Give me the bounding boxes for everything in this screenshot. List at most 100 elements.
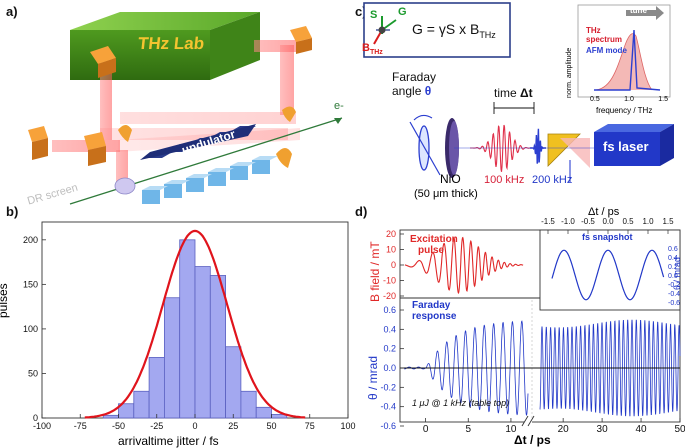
histogram-xtick-label: 25 — [228, 421, 238, 431]
snapshot-ytick-label: -0.6 — [668, 300, 680, 307]
histogram-xtick-label: -25 — [150, 421, 163, 431]
inset-xtick: 1.5 — [658, 96, 668, 103]
top-xtick-label: 0.5 — [622, 217, 634, 226]
time-symbol: Δt — [520, 86, 533, 100]
faraday-response-line1: Faraday — [412, 300, 451, 311]
top-xtick-label: 1.0 — [642, 217, 654, 226]
faraday-response-label: Faraday response — [412, 300, 456, 322]
panel-d-label: d) — [355, 204, 368, 219]
theta-ytick-label: 0.2 — [383, 344, 396, 354]
theta-ytick-label: 0.4 — [383, 324, 396, 334]
bfield-ytick-label: 20 — [386, 229, 396, 239]
electron-label: e- — [334, 100, 344, 112]
bottom-xtick-label: 50 — [674, 424, 685, 435]
faraday-theta: θ — [424, 84, 432, 98]
bfield-ytick-label: -10 — [383, 276, 396, 286]
faraday-label-line2: angle — [392, 84, 422, 98]
bottom-xtick-label: 30 — [597, 424, 609, 435]
equation-text: G = γS x BTHz — [412, 21, 496, 40]
bfield-trace — [404, 236, 524, 295]
snapshot-ytick-label: 0.4 — [668, 255, 678, 262]
inset-xlabel: frequency / THz — [596, 106, 653, 115]
rep-100-label: 100 kHz — [484, 174, 525, 186]
histogram-ytick-label: 150 — [23, 279, 38, 289]
panel-b-label: b) — [6, 204, 19, 219]
inset-xticks: 0.5 1.0 1.5 — [590, 96, 668, 103]
axis-break — [521, 300, 535, 428]
top-xtick-label: -1.0 — [561, 217, 575, 226]
bottom-xlabel: Δt / ps — [514, 433, 551, 447]
top-xtick-label: -0.5 — [581, 217, 595, 226]
histogram-xtick-label: 0 — [192, 421, 197, 431]
top-xlabel: Δt / ps — [588, 206, 620, 218]
snapshot-ytick-label: 0.2 — [668, 264, 678, 271]
histogram-bar — [255, 406, 272, 419]
histogram-ytick-label: 50 — [28, 368, 38, 378]
histogram-ytick-label: 200 — [23, 235, 38, 245]
histogram-bars — [102, 239, 288, 419]
top-xtick-label: 0.0 — [602, 217, 614, 226]
bottom-xtick-label: 5 — [465, 424, 471, 435]
histogram-xtick-label: -75 — [74, 421, 87, 431]
faraday-response-line2: response — [412, 311, 457, 322]
rep-200-label: 200 kHz — [532, 174, 573, 186]
nio-thickness-label: (50 μm thick) — [414, 188, 478, 200]
histogram-xtick-label: 75 — [305, 421, 315, 431]
snapshot-ytick-label: -0.4 — [668, 291, 680, 298]
snapshot-label: fs snapshot — [582, 232, 633, 242]
bfield-ytick-label: 0 — [391, 260, 396, 270]
panel-a-label: a) — [6, 4, 18, 19]
energy-note: 1 μJ @ 1 kHz (table top) — [412, 398, 510, 408]
bottom-xtick-label: 40 — [635, 424, 647, 435]
histogram-xtick-label: 50 — [266, 421, 276, 431]
top-xtick-label: -1.5 — [541, 217, 555, 226]
snapshot-ylabel: θ / mrad — [672, 256, 682, 290]
spin-g-label: G — [398, 6, 407, 18]
inset-thz-line1: THz — [586, 26, 601, 35]
bfield-ylabel: B field / mT — [368, 241, 382, 302]
spin-b-main: B — [362, 42, 370, 54]
faraday-label-line1: Faraday — [392, 70, 437, 84]
histogram-bar — [240, 390, 257, 419]
panel-d-ticks: 20 10 0 -10 -20 -1.5 -1.0 -0.5 0.0 0.5 1.0 1.5 0.6 0.… — [380, 217, 685, 435]
snapshot-ytick-label: 0.0 — [668, 273, 678, 280]
bfield-ytick-label: 10 — [386, 245, 396, 255]
theta-ytick-label: -0.6 — [380, 421, 396, 431]
theta-ytick-label: 0.0 — [383, 363, 396, 373]
bottom-xtick-label: 10 — [505, 424, 517, 435]
faraday-angle-label: Faraday angle θ — [392, 70, 436, 98]
histogram-xtick-label: 100 — [340, 421, 355, 431]
excitation-line2: pulse — [418, 245, 445, 256]
theta-ytick-label: -0.4 — [380, 402, 396, 412]
snapshot-ytick-label: -0.2 — [668, 282, 680, 289]
excitation-label: Excitation pulse — [410, 234, 458, 256]
bfield-ytick-label: -20 — [383, 291, 396, 301]
spin-b-sub: THz — [369, 49, 383, 57]
theta-ytick-label: 0.6 — [383, 305, 396, 315]
nio-label: NiO — [440, 172, 461, 186]
time-word: time — [494, 86, 517, 100]
excitation-line1: Excitation — [410, 234, 458, 245]
equation-subscript: THz — [479, 29, 496, 40]
inset-tune-label: tune — [630, 6, 647, 15]
theta-ylabel: θ / mrad — [366, 355, 380, 400]
inset-afm-label: AFM mode — [586, 46, 627, 55]
spin-b-label: BTHz — [362, 42, 383, 56]
panel-c-label: c) — [355, 4, 367, 19]
inset-xtick: 1.0 — [624, 96, 634, 103]
time-label: time Δt — [494, 86, 533, 100]
histogram-ytick-label: 0 — [33, 413, 38, 423]
gaussian-fit-curve — [84, 229, 306, 419]
histogram-xtick-label: -100 — [33, 421, 51, 431]
theta-ytick-label: -0.2 — [380, 382, 396, 392]
equation-main: G = γS x B — [412, 21, 480, 37]
inset-thz-label: THz spectrum — [586, 26, 622, 44]
top-xtick-label: 1.5 — [662, 217, 674, 226]
inset-thz-line2: spectrum — [586, 35, 623, 44]
bottom-xtick-label: 0 — [423, 424, 429, 435]
bottom-xtick-label: 20 — [558, 424, 570, 435]
inset-xtick: 0.5 — [590, 96, 600, 103]
